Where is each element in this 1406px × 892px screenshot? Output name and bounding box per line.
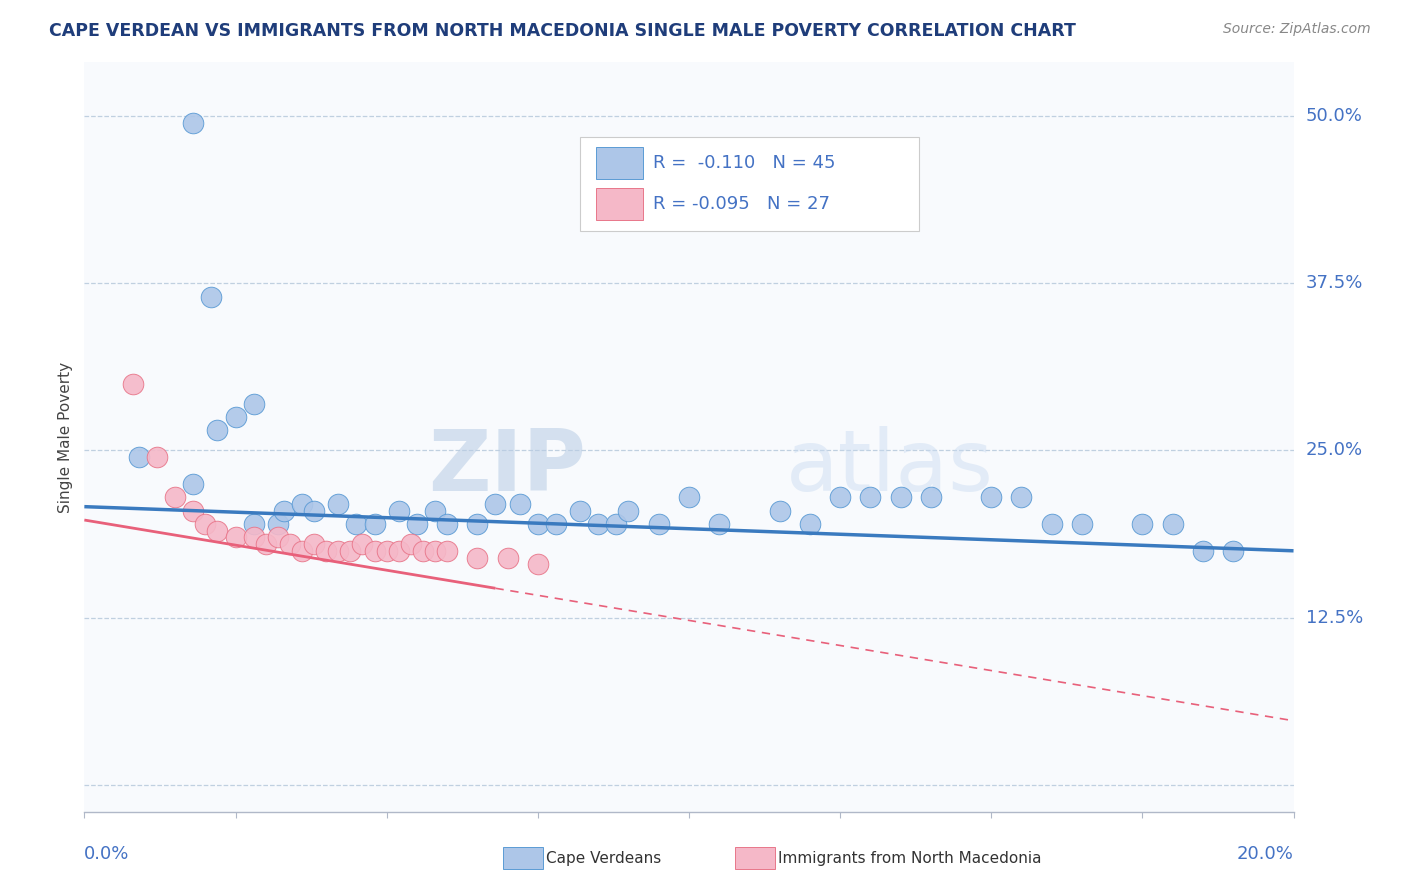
Point: [1130, 517, 1153, 532]
Point: [278, 537, 301, 551]
Point: [302, 503, 325, 517]
Point: [588, 517, 610, 532]
Point: [436, 544, 458, 558]
Point: [291, 497, 314, 511]
Point: [346, 517, 368, 532]
Text: 25.0%: 25.0%: [1306, 442, 1362, 459]
Point: [406, 517, 429, 532]
Point: [648, 517, 671, 532]
Point: [267, 517, 290, 532]
Point: [181, 116, 204, 130]
Y-axis label: Single Male Poverty: Single Male Poverty: [58, 361, 73, 513]
Point: [254, 537, 277, 551]
Point: [339, 544, 361, 558]
Point: [412, 544, 434, 558]
Point: [1222, 544, 1244, 558]
Text: 37.5%: 37.5%: [1306, 274, 1362, 293]
Point: [423, 544, 446, 558]
Point: [225, 530, 247, 544]
Point: [496, 550, 519, 565]
Point: [388, 544, 411, 558]
Point: [225, 410, 247, 425]
Point: [617, 503, 640, 517]
Text: Cape Verdeans: Cape Verdeans: [546, 851, 661, 865]
Point: [181, 503, 204, 517]
FancyBboxPatch shape: [596, 188, 643, 219]
Point: [1011, 491, 1033, 505]
Point: [769, 503, 792, 517]
Point: [1040, 517, 1063, 532]
Point: [352, 537, 374, 551]
Point: [363, 544, 385, 558]
Point: [544, 517, 567, 532]
Point: [242, 396, 264, 410]
Text: ZIP: ZIP: [429, 425, 586, 508]
Text: atlas: atlas: [786, 425, 994, 508]
Point: [830, 491, 852, 505]
Point: [484, 497, 506, 511]
Point: [165, 491, 187, 505]
Point: [920, 491, 942, 505]
Point: [799, 517, 821, 532]
Point: [194, 517, 217, 532]
Text: 12.5%: 12.5%: [1306, 608, 1362, 627]
Point: [121, 376, 143, 391]
Point: [423, 503, 446, 517]
Point: [890, 491, 912, 505]
Point: [467, 517, 489, 532]
Text: R =  -0.110   N = 45: R = -0.110 N = 45: [652, 153, 835, 172]
Point: [181, 476, 204, 491]
Point: [207, 524, 229, 538]
Text: Immigrants from North Macedonia: Immigrants from North Macedonia: [778, 851, 1040, 865]
Point: [242, 517, 264, 532]
Point: [678, 491, 700, 505]
Text: 50.0%: 50.0%: [1306, 107, 1362, 125]
Point: [128, 450, 150, 465]
Text: 20.0%: 20.0%: [1237, 846, 1294, 863]
Point: [302, 537, 325, 551]
Point: [467, 550, 489, 565]
Point: [328, 544, 350, 558]
Point: [242, 530, 264, 544]
Point: [363, 517, 385, 532]
Point: [388, 503, 411, 517]
Point: [605, 517, 627, 532]
Point: [980, 491, 1002, 505]
Point: [527, 517, 550, 532]
Text: Source: ZipAtlas.com: Source: ZipAtlas.com: [1223, 22, 1371, 37]
Point: [291, 544, 314, 558]
Point: [859, 491, 882, 505]
Point: [273, 503, 295, 517]
Point: [569, 503, 592, 517]
Point: [267, 530, 290, 544]
Point: [200, 289, 222, 303]
Point: [207, 424, 229, 438]
Text: 0.0%: 0.0%: [84, 846, 129, 863]
Point: [1192, 544, 1215, 558]
Point: [436, 517, 458, 532]
Point: [375, 544, 398, 558]
Point: [709, 517, 731, 532]
Text: CAPE VERDEAN VS IMMIGRANTS FROM NORTH MACEDONIA SINGLE MALE POVERTY CORRELATION : CAPE VERDEAN VS IMMIGRANTS FROM NORTH MA…: [49, 22, 1076, 40]
Text: R = -0.095   N = 27: R = -0.095 N = 27: [652, 195, 830, 213]
Point: [315, 544, 337, 558]
FancyBboxPatch shape: [596, 147, 643, 178]
Point: [1071, 517, 1094, 532]
FancyBboxPatch shape: [581, 137, 918, 231]
Point: [1161, 517, 1184, 532]
Point: [328, 497, 350, 511]
Point: [399, 537, 422, 551]
Point: [527, 557, 550, 572]
Point: [509, 497, 531, 511]
Point: [146, 450, 169, 465]
